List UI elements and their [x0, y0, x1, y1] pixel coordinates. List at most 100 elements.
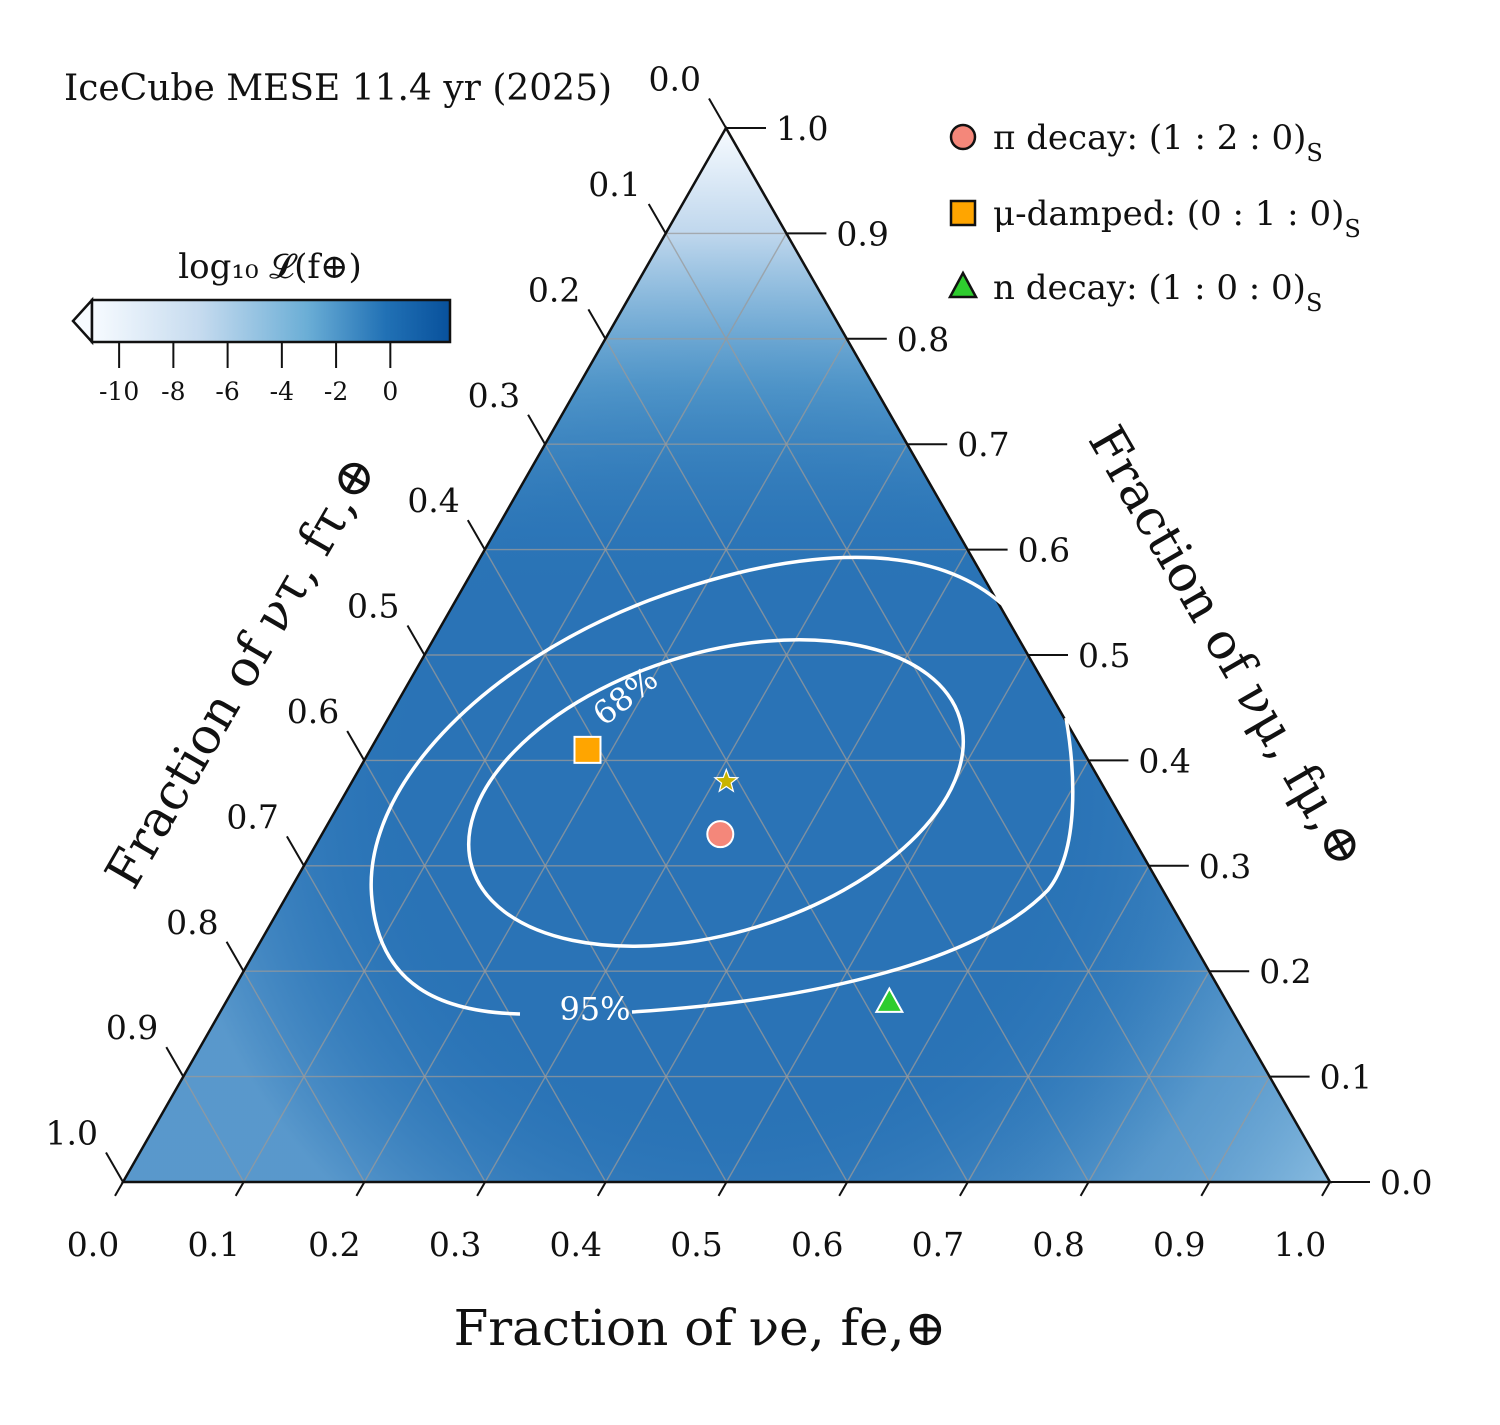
tick-fe: [234, 1181, 245, 1197]
grid-line-ftau: [242, 970, 366, 1182]
legend-subscript: S: [1306, 139, 1322, 167]
tick-ftau: [286, 835, 305, 867]
tick-fe: [838, 1181, 849, 1197]
ternary-ticks: 0.0 0.0 0.0 0.1 0.1 0.1 0.2 0.2 0.2 0.3 0.3 0.3 0.4 0…: [46, 60, 1433, 1264]
legend-label: π decay: (1 : 2 : 0)S: [993, 118, 1323, 167]
tick-label-ftau: 0.9: [106, 1008, 158, 1047]
tick-fe: [476, 1181, 486, 1197]
tick-label-ftau: 1.0: [46, 1114, 98, 1153]
grid-line-fe: [1087, 970, 1210, 1182]
colorbar: log₁₀ 𝓛(f⊕) -10 -8 -6 -4 -2 0: [71, 247, 452, 406]
grid-line-ftau: [665, 233, 1210, 1182]
plot-title: IceCube MESE 11.4 yr (2025): [64, 68, 612, 109]
colorbar-tick-label: -4: [270, 377, 294, 406]
tick-ftau: [105, 1152, 124, 1183]
tick-ftau: [527, 414, 546, 445]
colorbar-tick-label: 0: [382, 377, 398, 406]
tick-fe: [355, 1181, 366, 1197]
tick-label-fe: 0.6: [791, 1225, 843, 1264]
tick-label-ftau: 0.0: [649, 60, 701, 99]
tick-ftau: [647, 203, 667, 234]
tick-label-fe: 0.8: [1032, 1225, 1084, 1264]
colorbar-tick-label: -2: [324, 377, 348, 406]
legend-n-decay: n decay: (1 : 0 : 0)S: [947, 268, 1322, 317]
colorbar-label: log₁₀ 𝓛(f⊕): [178, 247, 362, 287]
tick-label-fe: 0.0: [67, 1225, 119, 1264]
tick-label-fmu: 0.2: [1259, 952, 1311, 991]
legend-label: n decay: (1 : 0 : 0)S: [993, 268, 1322, 317]
marker-pi-decay: [706, 820, 735, 849]
grid-line-ftau: [423, 654, 728, 1182]
tick-fe: [1321, 1181, 1331, 1197]
tick-label-ftau: 0.6: [287, 692, 339, 731]
confidence-contours: 68%95%: [369, 555, 1075, 1028]
colorbar-extend-arrow: [71, 296, 94, 346]
colorbar-tick-label: -10: [99, 377, 139, 406]
tick-label-fmu: 0.8: [897, 320, 949, 359]
tick-label-ftau: 0.4: [407, 481, 459, 520]
tick-label-fmu: 0.6: [1018, 531, 1070, 570]
tick-label-fmu: 0.1: [1320, 1058, 1372, 1097]
tick-ftau: [225, 941, 245, 972]
legend: π decay: (1 : 2 : 0)S μ-damped: (0 : 1 : …: [947, 118, 1361, 317]
grid-line-ftau: [303, 865, 486, 1182]
ternary-grid: [182, 232, 1271, 1182]
tick-fe: [596, 1181, 607, 1197]
tick-ftau: [406, 625, 426, 656]
tick-label-ftau: 0.2: [528, 270, 580, 309]
grid-line-fe: [725, 654, 1029, 1182]
grid-line-ftau: [544, 443, 969, 1182]
tick-label-ftau: 0.8: [166, 903, 218, 942]
tick-ftau: [708, 98, 727, 129]
colorbar-tick-label: -6: [215, 377, 239, 406]
contour-95: [369, 555, 1075, 1016]
tick-label-fmu: 1.0: [776, 109, 828, 148]
contour-68: [466, 638, 966, 948]
legend-pi-decay: π decay: (1 : 2 : 0)S: [949, 118, 1323, 167]
marker-best-fit: [713, 767, 740, 793]
legend-marker: [947, 270, 979, 299]
tick-label-fe: 0.9: [1153, 1225, 1205, 1264]
colorbar-bar: [90, 298, 452, 344]
grid-line-fe: [967, 865, 1150, 1182]
grid-line-fe: [484, 443, 908, 1182]
tick-fe: [1200, 1181, 1211, 1197]
tick-label-fmu: 0.9: [836, 214, 888, 253]
tick-label-ftau: 0.7: [226, 797, 278, 836]
grid-line-ftau: [182, 1076, 245, 1182]
tick-fe: [959, 1181, 969, 1197]
tick-ftau: [466, 519, 486, 551]
tick-label-fmu: 0.0: [1380, 1163, 1432, 1202]
tick-label-fe: 0.7: [912, 1225, 964, 1264]
contour-label-95: 95%: [559, 990, 630, 1028]
tick-label-ftau: 0.5: [347, 587, 399, 626]
tick-label-ftau: 0.3: [468, 376, 520, 415]
tick-label-fe: 0.1: [187, 1225, 239, 1264]
tick-label-fmu: 0.7: [957, 425, 1009, 464]
colorbar-tick-label: -8: [161, 377, 185, 406]
tick-label-fmu: 0.4: [1138, 741, 1190, 780]
tick-label-fmu: 0.3: [1199, 847, 1251, 886]
tick-ftau: [346, 730, 366, 761]
legend-subscript: S: [1306, 289, 1322, 317]
tick-label-fe: 1.0: [1274, 1225, 1326, 1264]
grid-line-ftau: [363, 760, 607, 1182]
tick-ftau: [587, 308, 607, 340]
tick-label-fmu: 0.5: [1078, 636, 1130, 675]
flavor-points: [573, 735, 905, 1013]
legend-marker: [949, 199, 977, 227]
colorbar-ticks: -10 -8 -6 -4 -2 0: [99, 342, 398, 406]
tick-fe: [114, 1181, 124, 1197]
grid-line-fe: [1208, 1076, 1271, 1182]
legend-label: μ-damped: (0 : 1 : 0)S: [993, 194, 1361, 243]
tick-label-fe: 0.4: [550, 1225, 602, 1264]
tick-label-fe: 0.2: [308, 1225, 360, 1264]
legend-marker: [949, 123, 977, 151]
tick-label-fe: 0.5: [670, 1225, 722, 1264]
tick-ftau: [165, 1046, 185, 1078]
grid-line-fe: [846, 760, 1090, 1182]
axis-title-fe: Fraction of νe, fe,⊕: [454, 1299, 947, 1357]
marker-n-decay: [874, 986, 905, 1013]
marker-mu-damped: [573, 735, 602, 764]
